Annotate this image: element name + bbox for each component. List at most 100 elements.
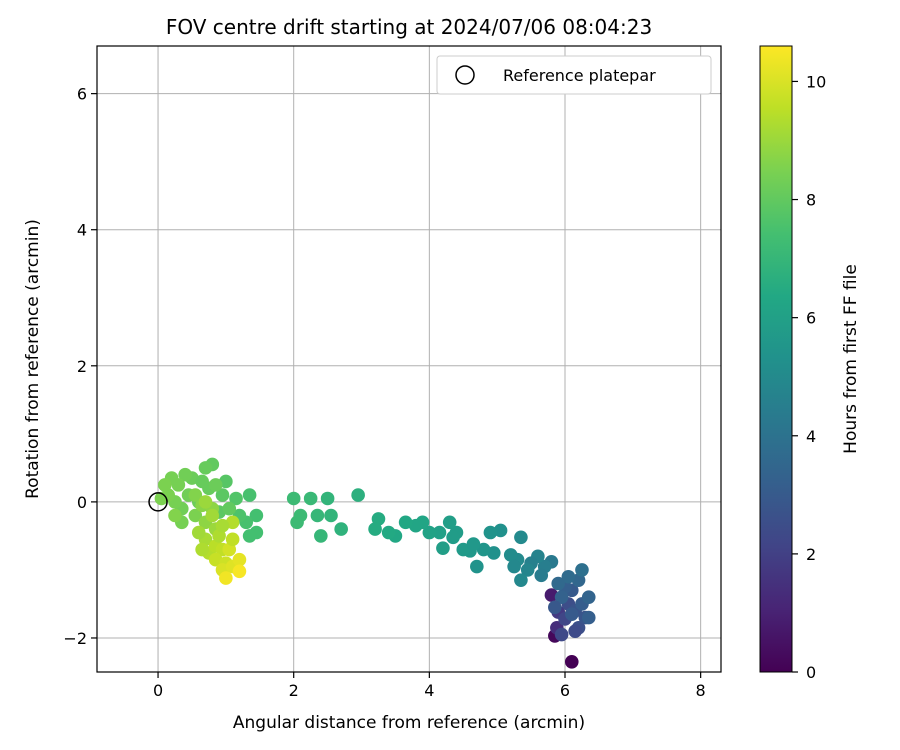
data-point [544, 588, 559, 602]
data-point [314, 529, 328, 543]
data-point [205, 508, 220, 523]
colorbar-ticks: 0 2 4 6 8 10 [792, 72, 826, 682]
reference-marker-group [148, 492, 168, 512]
data-point [436, 541, 450, 555]
data-point [222, 542, 237, 557]
data-point [581, 590, 596, 604]
legend-marker-icon [455, 65, 475, 85]
y-tick-label: 0 [77, 493, 87, 512]
data-point [198, 495, 213, 509]
data-point [320, 491, 335, 506]
data-point [493, 523, 508, 538]
data-point [158, 478, 172, 492]
data-point [446, 530, 460, 545]
y-axis-label: Rotation from reference (arcmin) [23, 219, 43, 499]
colorbar-gradient [759, 45, 793, 673]
data-point [520, 563, 535, 577]
data-point [212, 529, 226, 543]
x-tick-label: 2 [289, 681, 299, 700]
data-point [575, 563, 589, 577]
data-point [290, 515, 304, 530]
data-point [564, 607, 579, 621]
data-point [534, 568, 549, 583]
x-tick-label: 0 [153, 681, 163, 700]
data-point [229, 491, 243, 506]
data-point [249, 508, 264, 523]
data-point [351, 488, 365, 502]
data-point [303, 491, 318, 506]
data-point [456, 542, 471, 557]
grid [97, 46, 721, 672]
colorbar-tick-label: 0 [806, 663, 816, 682]
data-point [198, 461, 213, 475]
data-point [554, 590, 569, 604]
data-point [554, 627, 569, 642]
data-point [564, 654, 579, 669]
plot-frame [96, 45, 722, 673]
data-point [208, 478, 223, 492]
data-point [168, 508, 182, 523]
y-axis-ticks: −2 0 2 4 6 [63, 85, 97, 648]
data-point [222, 501, 237, 516]
data-point [442, 515, 457, 530]
reference-platepar-marker [148, 492, 168, 512]
data-point [225, 532, 240, 547]
x-axis-ticks: 0 2 4 6 8 [153, 672, 706, 700]
data-point [310, 508, 325, 523]
y-tick-label: −2 [63, 629, 87, 648]
x-tick-label: 8 [696, 681, 706, 700]
colorbar-label: Hours from first FF file [841, 264, 861, 454]
colorbar-tick-label: 8 [806, 191, 816, 210]
data-point [581, 610, 596, 625]
data-point [242, 488, 257, 502]
chart-title: FOV centre drift starting at 2024/07/06 … [166, 15, 652, 39]
data-point [466, 537, 481, 551]
legend-box [436, 55, 712, 95]
colorbar: 0 2 4 6 8 10 Hours from first FF file [759, 45, 861, 682]
colorbar-tick-label: 2 [806, 545, 816, 564]
colorbar-tick-label: 10 [806, 72, 826, 91]
data-point [371, 512, 386, 526]
data-point [507, 559, 521, 574]
data-point [561, 569, 576, 584]
data-point [191, 525, 206, 540]
data-point [334, 522, 348, 536]
y-tick-label: 4 [77, 221, 87, 240]
legend-entry-reference: Reference platepar [503, 66, 656, 85]
legend: Reference platepar [436, 55, 712, 95]
data-point [195, 474, 209, 489]
data-point [232, 552, 247, 567]
data-point [432, 525, 447, 540]
data-point [398, 515, 413, 530]
x-tick-label: 6 [560, 681, 570, 700]
y-tick-label: 6 [77, 85, 87, 104]
data-point [514, 530, 528, 545]
data-point [188, 508, 203, 523]
data-point [195, 542, 209, 557]
data-point [422, 525, 437, 540]
data-point [514, 573, 528, 587]
data-point [551, 576, 566, 591]
data-point [215, 518, 230, 533]
data-points [154, 457, 596, 669]
data-point [286, 491, 301, 506]
data-point [503, 548, 518, 562]
data-point [381, 525, 396, 540]
data-point [215, 488, 230, 502]
x-tick-label: 4 [424, 681, 434, 700]
y-tick-label: 2 [77, 357, 87, 376]
data-point [324, 508, 338, 523]
data-point [178, 467, 192, 482]
data-point [548, 600, 562, 615]
colorbar-tick-label: 4 [806, 427, 816, 446]
data-point [232, 564, 247, 579]
data-point [219, 571, 233, 585]
data-point [476, 542, 491, 557]
data-point [368, 522, 382, 536]
x-axis-label: Angular distance from reference (arcmin) [233, 713, 585, 733]
data-point [242, 529, 257, 543]
data-point [483, 525, 498, 540]
data-point [188, 488, 203, 502]
data-point [568, 624, 582, 638]
